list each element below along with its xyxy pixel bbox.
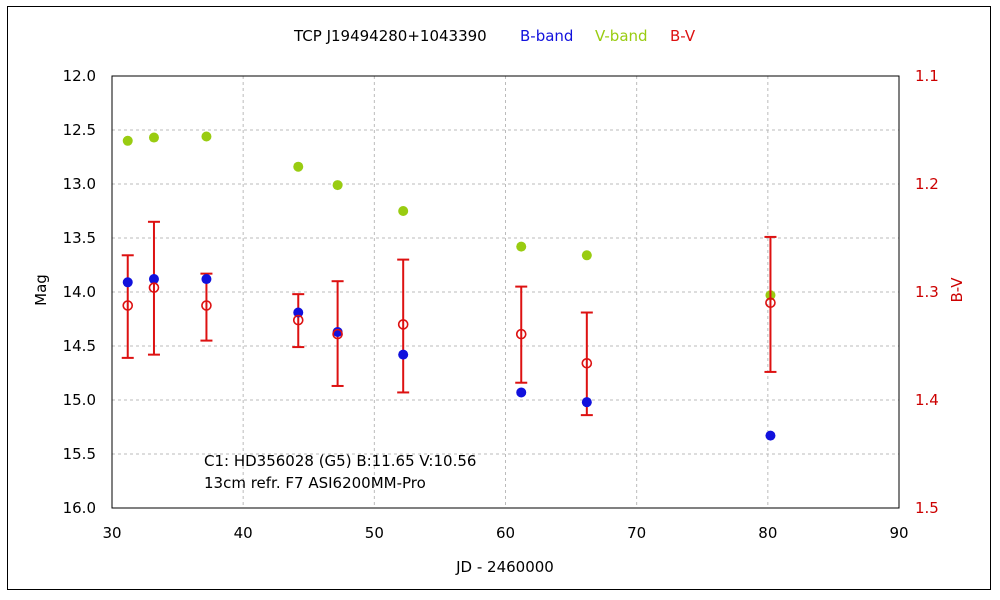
b-v-error-bar [292,293,305,349]
y-tick-label-left: 13.5 [63,229,96,247]
x-tick-label: 40 [234,524,253,542]
x-axis: 30 40 50 60 70 80 90 [102,524,908,542]
b-v-error-bar [764,235,777,373]
v-band-point [398,206,409,216]
x-tick-label: 90 [889,524,908,542]
grid [112,76,899,508]
y-tick-label-left: 12.0 [63,67,96,85]
y-tick-label-left: 15.5 [63,445,96,463]
y-tick-label-right: 1.3 [915,283,939,301]
y-axis-label-left: Mag [32,274,50,306]
x-tick-label: 30 [102,524,121,542]
b-v-point [122,300,134,311]
b-v-error-bar [121,254,134,359]
b-band-point [201,274,212,285]
b-v-point [581,357,593,369]
y-tick-label-left: 13.0 [63,175,96,193]
y-tick-label-left: 14.0 [63,283,96,301]
plot-area [111,75,900,509]
b-band-point [293,307,304,318]
annotation-equipment: 13cm refr. F7 ASI6200MM-Pro [204,474,426,492]
chart-title: TCP J19494280+1043390 [293,27,487,45]
x-tick-label: 80 [758,524,777,542]
b-band-point [765,430,776,441]
b-v-point [148,282,160,293]
y-axis-right: 1.1 1.2 1.3 1.4 1.5 [915,67,939,517]
b-v-point [515,328,527,340]
x-tick-label: 60 [496,524,515,542]
y-axis-left: 12.0 12.5 13.0 13.5 14.0 14.5 15.0 15.5 16.0 [63,67,96,517]
b-v-point [332,328,343,340]
b-band-point [581,397,592,408]
b-v-error-bar [515,285,528,384]
x-tick-label: 50 [365,524,384,542]
y-tick-label-left: 12.5 [63,121,96,139]
y-tick-label-right: 1.1 [915,67,939,85]
v-band-point [293,161,304,172]
v-band-point [332,180,343,191]
x-axis-label: JD - 2460000 [455,558,554,576]
data-marks [121,131,777,441]
b-band-point [122,277,133,288]
v-band-point [148,132,159,143]
v-band-point [122,135,133,146]
legend-v-band: V-band [595,27,648,45]
y-axis-label-right: B-V [948,277,966,303]
annotation-comparison-star: C1: HD356028 (G5) B:11.65 V:10.56 [204,452,476,470]
b-v-point [397,319,409,330]
b-v-point [765,297,776,309]
y-tick-label-left: 16.0 [63,499,96,517]
b-band-point [148,274,159,285]
legend-b-band: B-band [520,27,573,45]
y-tick-label-left: 15.0 [63,391,96,409]
legend-b-v: B-V [670,27,696,45]
v-band-point [516,241,527,252]
b-v-error-bar [147,220,160,356]
v-band-point [581,250,592,261]
b-v-point [292,314,304,326]
b-v-error-bar [397,258,410,394]
b-band-point [398,349,409,360]
b-v-point [201,300,212,311]
y-tick-label-right: 1.5 [915,499,939,517]
y-tick-label-right: 1.2 [915,175,939,193]
b-band-point [516,387,527,398]
y-tick-label-left: 14.5 [63,337,96,355]
x-tick-label: 70 [627,524,646,542]
y-tick-label-right: 1.4 [915,391,939,409]
v-band-point [201,131,212,142]
b-v-error-bar [200,272,213,342]
chart-frame [7,6,991,590]
